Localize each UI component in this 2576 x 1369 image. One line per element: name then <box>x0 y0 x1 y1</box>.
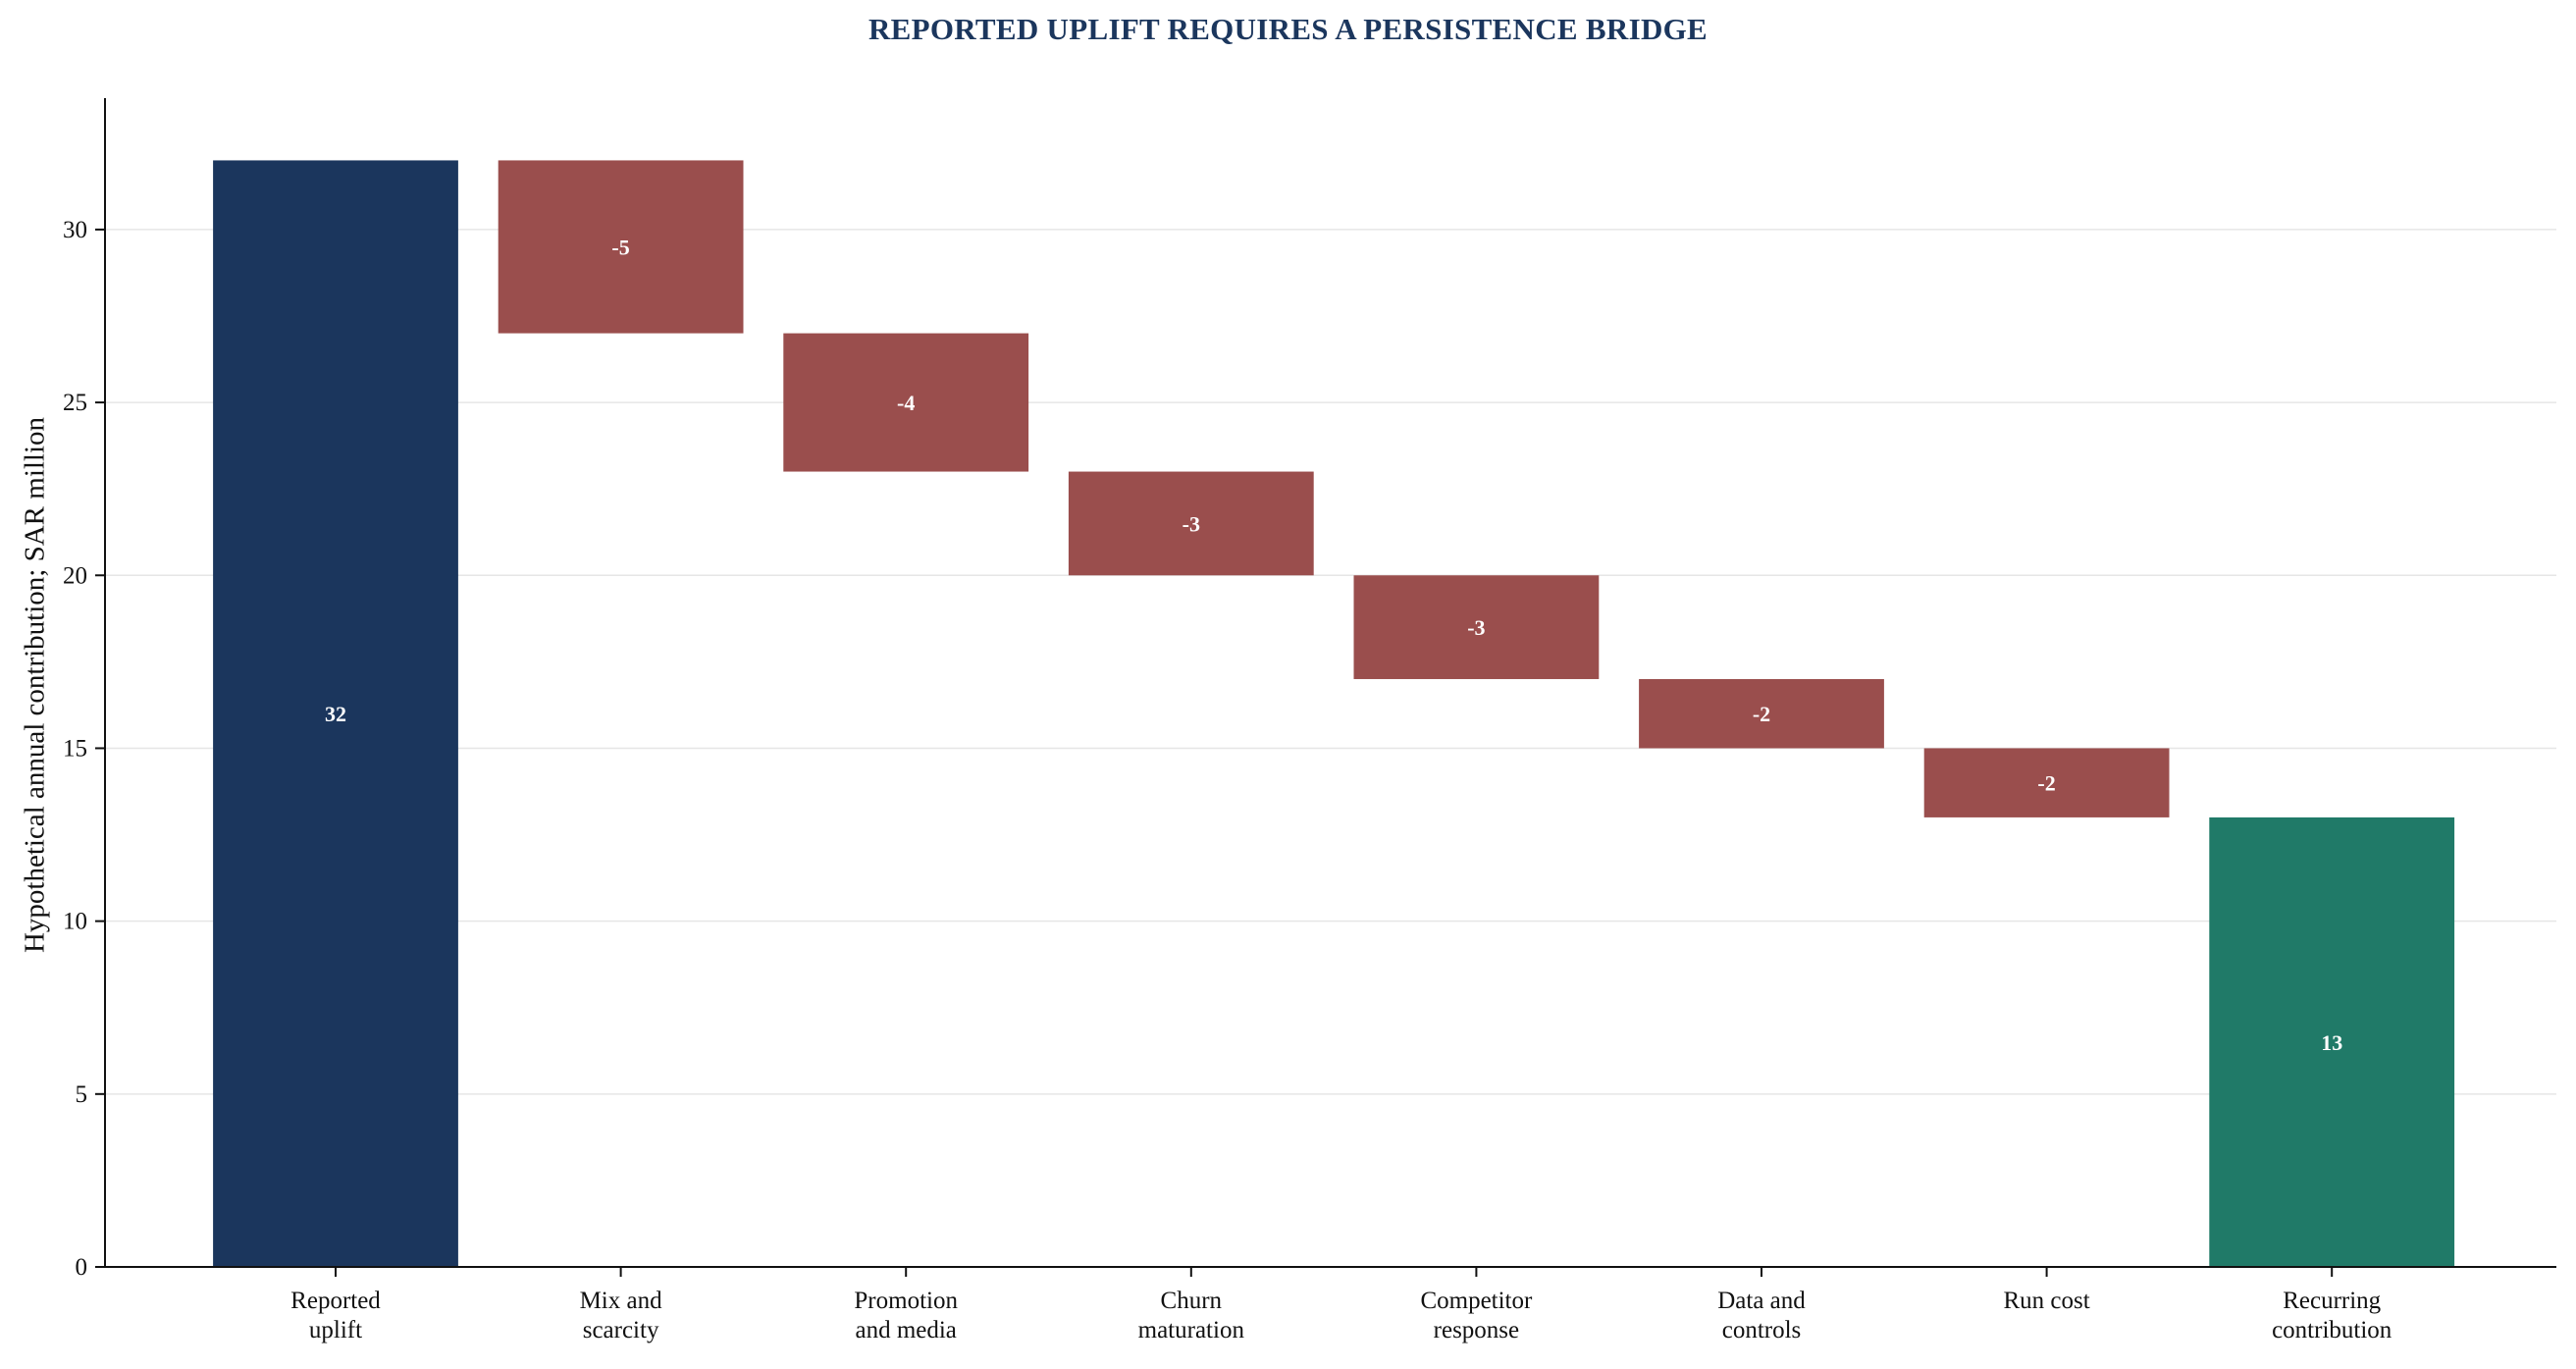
x-category-label: Promotion and media <box>854 1288 958 1343</box>
y-tick-label: 5 <box>76 1081 88 1108</box>
axes <box>104 98 2556 1268</box>
data-labels: 32 -5 -4 -3 -3 -2 -2 13 <box>325 236 2342 1055</box>
bar-value-label: -2 <box>2037 771 2055 796</box>
x-category-label: Competitor response <box>1420 1288 1533 1343</box>
bar-decrease <box>1923 748 2170 817</box>
bars <box>213 160 2455 1268</box>
chart-title: REPORTED UPLIFT REQUIRES A PERSISTENCE B… <box>867 12 1709 46</box>
x-category-label: Mix and scarcity <box>580 1288 663 1343</box>
bar-value-label: 32 <box>325 702 346 726</box>
y-tick-label: 0 <box>76 1254 88 1281</box>
bar-decrease <box>1068 471 1314 576</box>
x-category-label: Reported uplift <box>290 1288 381 1343</box>
y-tick-label: 15 <box>63 735 87 762</box>
x-category-label: Run cost <box>2003 1288 2089 1314</box>
bar-value-label: -5 <box>611 236 629 260</box>
y-tick-label: 25 <box>63 390 87 416</box>
y-tick-label: 30 <box>63 217 87 243</box>
grid-lines <box>105 229 2556 1095</box>
bar-total <box>213 160 458 1268</box>
bar-value-label: -2 <box>1753 702 1770 726</box>
x-category-label: Data and controls <box>1717 1288 1806 1343</box>
bar-total <box>2209 816 2455 1267</box>
x-category-label: Recurring contribution <box>2272 1288 2392 1343</box>
bar-value-label: 13 <box>2321 1030 2342 1055</box>
y-tick-label: 20 <box>63 562 87 589</box>
y-ticks: 0 5 10 15 20 25 30 <box>63 217 105 1281</box>
bar-decrease <box>783 333 1029 472</box>
bar-decrease <box>1353 575 1600 679</box>
x-category-labels: Reported uplift Mix and scarcity Promotion an… <box>290 1267 2392 1343</box>
bar-value-label: -4 <box>897 391 915 415</box>
bar-value-label: -3 <box>1467 615 1485 640</box>
y-tick-label: 10 <box>63 909 87 935</box>
bar-value-label: -3 <box>1183 511 1200 536</box>
bar-decrease <box>1639 678 1884 749</box>
bar-decrease <box>498 160 744 334</box>
x-category-label: Churn maturation <box>1138 1288 1245 1343</box>
